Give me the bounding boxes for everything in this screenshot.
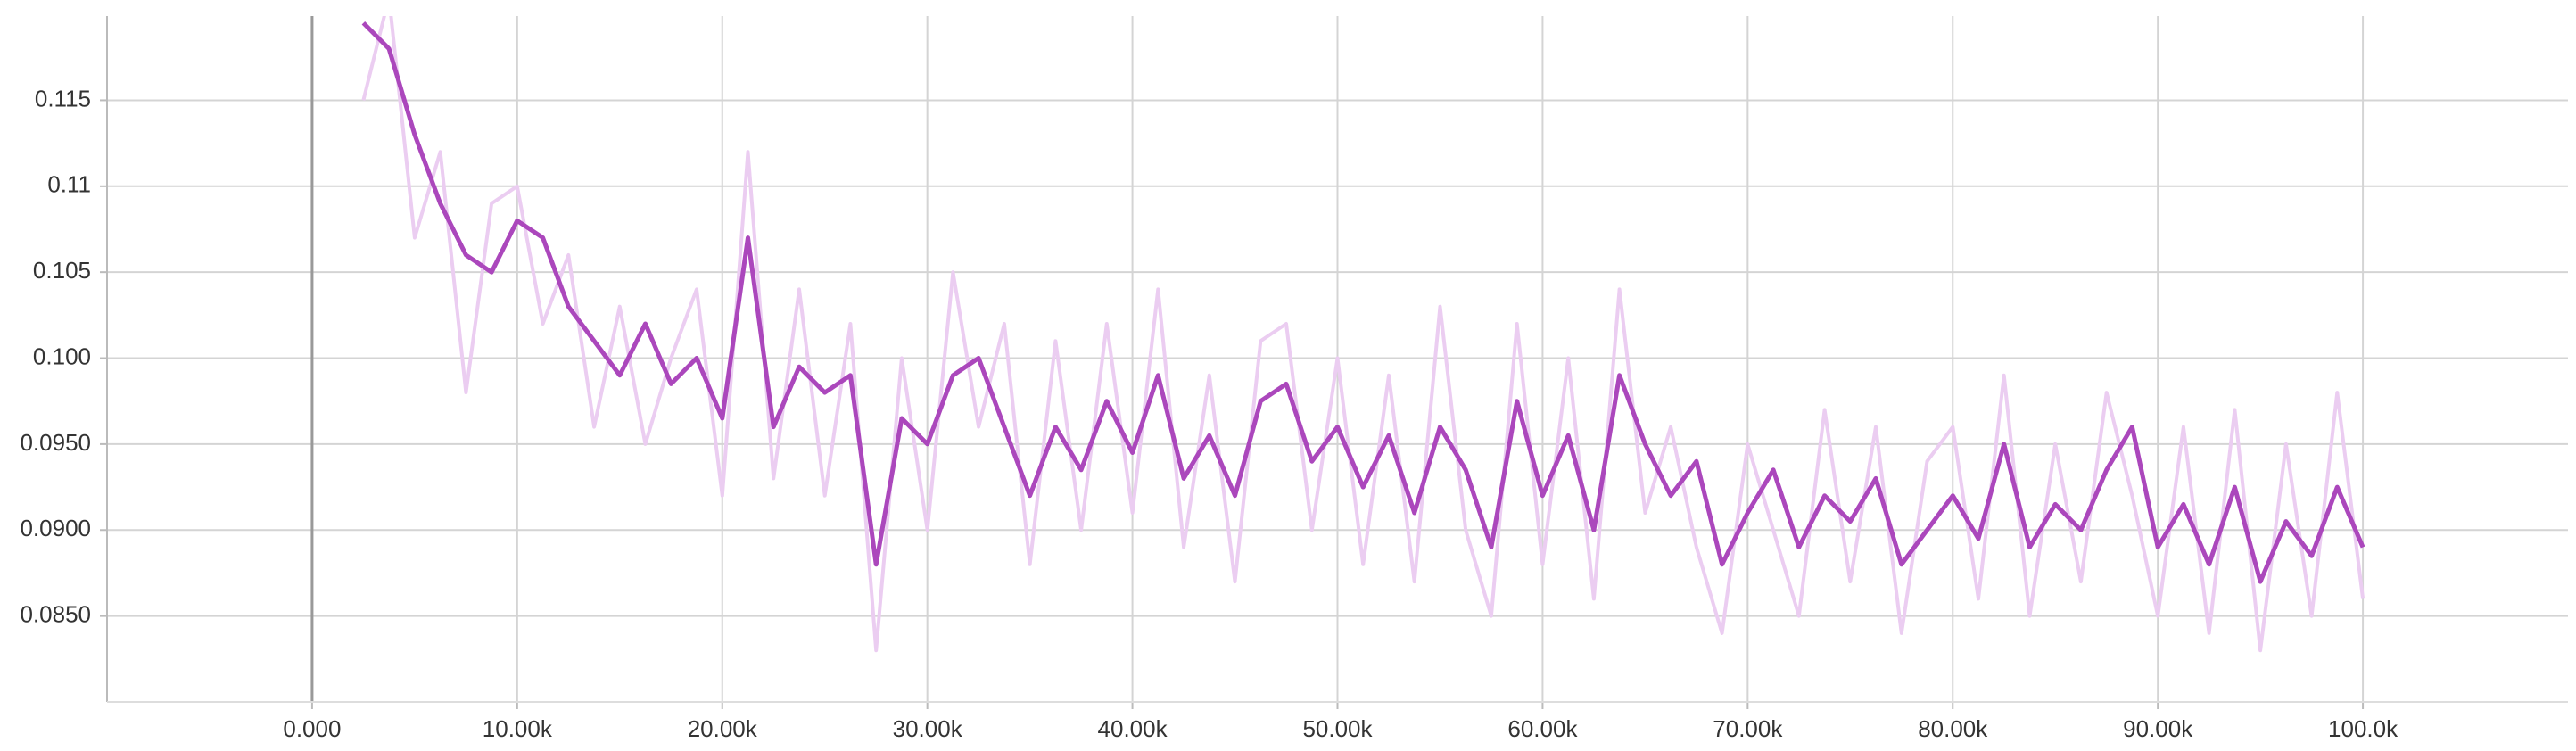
y-tick-label: 0.0850 (20, 601, 91, 628)
x-tick-label: 20.00k (688, 715, 758, 742)
series-line (361, 16, 2365, 653)
y-tick-label: 0.100 (33, 342, 91, 369)
x-tick-label: 50.00k (1302, 715, 1373, 742)
plot-area (361, 16, 2365, 653)
y-tick-label: 0.115 (35, 85, 91, 111)
x-tick-label: 90.00k (2123, 715, 2193, 742)
x-tick-label: 80.00k (1918, 715, 1988, 742)
x-tick-label: 100.0k (2328, 715, 2398, 742)
x-tick-label: 10.00k (483, 715, 553, 742)
series-line (361, 21, 2365, 584)
y-tick-label: 0.0900 (20, 515, 91, 541)
x-tick-label: 60.00k (1507, 715, 1578, 742)
y-tick-label: 0.0950 (20, 429, 91, 456)
x-tick-label: 70.00k (1713, 715, 1783, 742)
axes: 0.0850 0.0900 0.0950 0.100 0.105 0.11 0.115 0.0… (20, 16, 2568, 742)
y-tick-label: 0.105 (33, 257, 91, 284)
y-tick-label: 0.11 (47, 171, 91, 198)
x-tick-label: 30.00k (893, 715, 963, 742)
x-tick-label: 40.00k (1098, 715, 1168, 742)
x-tick-label: 0.000 (283, 715, 341, 742)
